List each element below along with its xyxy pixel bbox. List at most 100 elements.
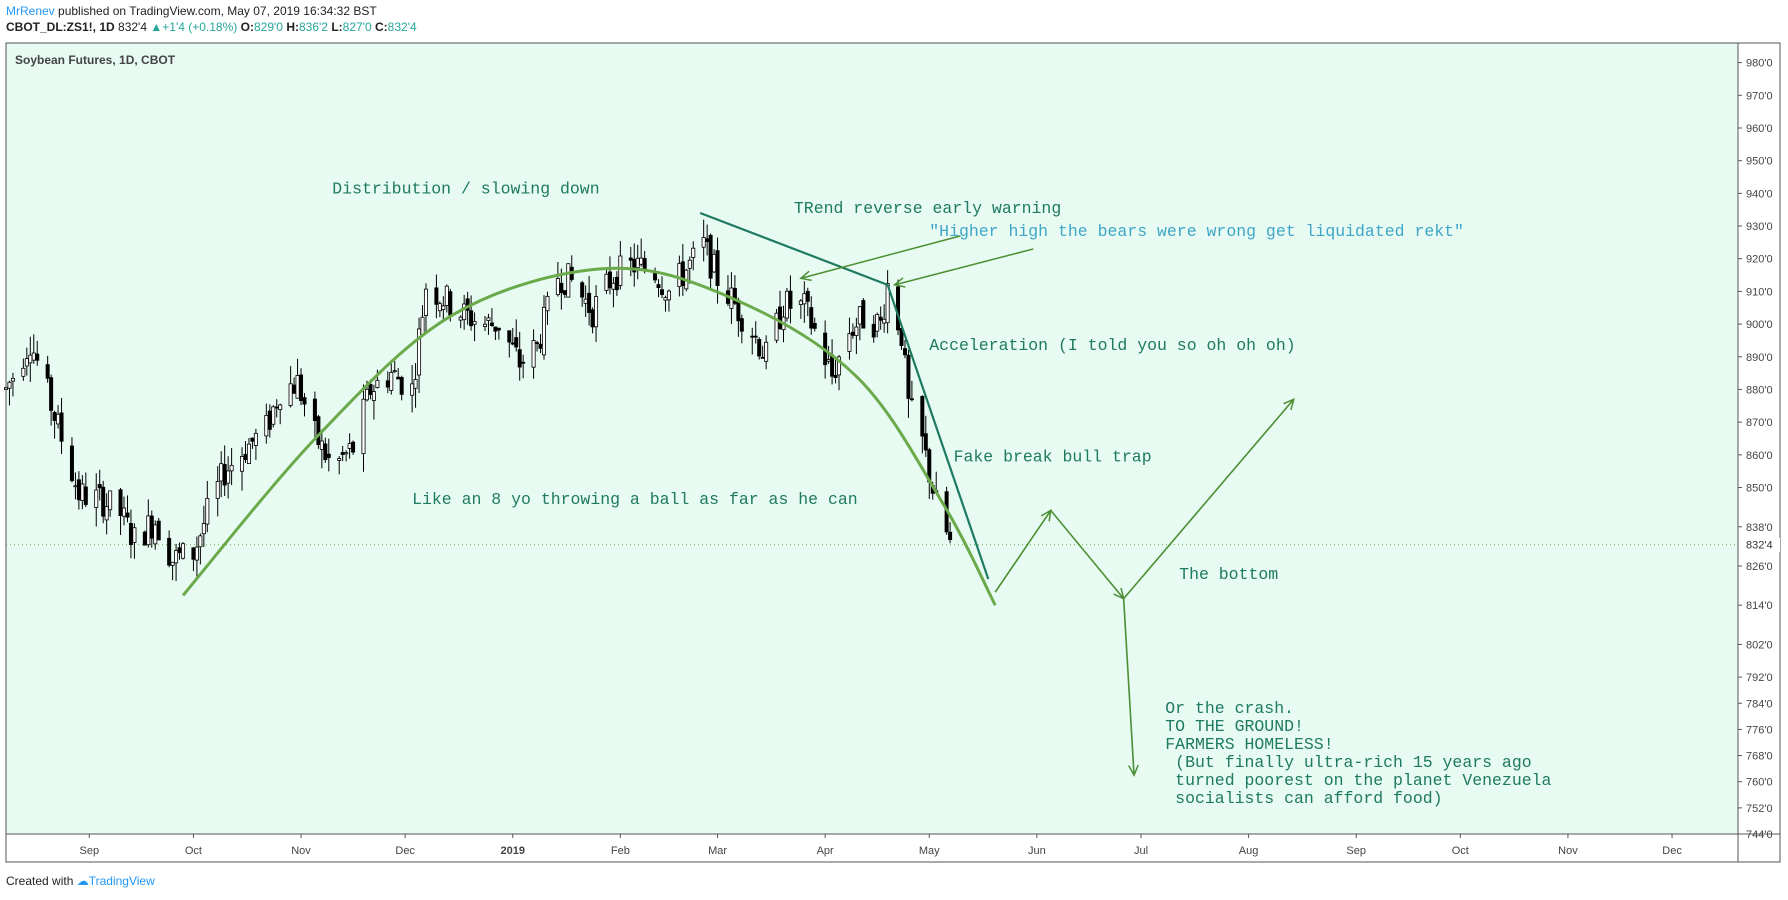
projection-path bbox=[994, 398, 1295, 600]
ohlc-close-key: C: bbox=[375, 20, 388, 34]
time-tick-label: Dec bbox=[395, 845, 415, 857]
candle-body bbox=[104, 506, 109, 521]
candle-body bbox=[604, 273, 609, 291]
candle-body bbox=[125, 512, 130, 518]
candle-body bbox=[368, 383, 373, 395]
price-tick-label: 940'0 bbox=[1746, 188, 1773, 200]
candle-body bbox=[31, 352, 36, 361]
candle-body bbox=[191, 547, 196, 560]
candle-body bbox=[437, 303, 442, 312]
candle-body bbox=[205, 498, 210, 525]
annotation-text: Distribution / slowing down bbox=[332, 179, 599, 198]
candle-body bbox=[482, 323, 487, 327]
candle-body bbox=[663, 297, 668, 301]
price-tick-label: 826'0 bbox=[1746, 561, 1773, 573]
candle-body bbox=[24, 358, 29, 367]
ohlc-low-key: L: bbox=[331, 20, 343, 34]
candle-body bbox=[635, 257, 640, 268]
candle-body bbox=[871, 323, 876, 338]
candle-body bbox=[76, 479, 81, 501]
candle-body bbox=[149, 515, 154, 539]
candle-body bbox=[222, 464, 227, 486]
candle-body bbox=[788, 290, 793, 309]
last-price-label-bg bbox=[1740, 537, 1780, 552]
candle-body bbox=[69, 445, 74, 482]
time-tick-label: Dec bbox=[1662, 845, 1682, 857]
candle-body bbox=[580, 282, 585, 298]
candle-body bbox=[902, 348, 907, 356]
candle-body bbox=[351, 441, 356, 453]
candle-body bbox=[101, 486, 106, 517]
price-tick-label: 880'0 bbox=[1746, 384, 1773, 396]
price-tick-label: 920'0 bbox=[1746, 254, 1773, 266]
plot-background[interactable] bbox=[6, 43, 1738, 834]
candle-body bbox=[764, 341, 769, 362]
candle-body bbox=[271, 406, 276, 425]
annotation-line: socialists can afford food) bbox=[1165, 789, 1442, 808]
candle-body bbox=[885, 283, 890, 324]
candle-body bbox=[389, 372, 394, 391]
candle-body bbox=[541, 306, 546, 356]
candle-body bbox=[590, 309, 595, 328]
candle-body bbox=[587, 292, 592, 313]
candle-body bbox=[448, 291, 453, 316]
annotation-line: Or the crash. bbox=[1165, 699, 1294, 718]
time-tick-label: Feb bbox=[611, 845, 630, 857]
candle-body bbox=[312, 398, 317, 421]
candle-body bbox=[250, 437, 255, 442]
candle-body bbox=[142, 531, 147, 546]
candle-body bbox=[167, 537, 172, 566]
candle-body bbox=[399, 377, 404, 395]
annotation-text: "Higher high the bears were wrong get li… bbox=[929, 222, 1464, 241]
candle-body bbox=[760, 356, 765, 359]
candle-body bbox=[798, 300, 803, 305]
candle-body bbox=[80, 483, 85, 501]
candle-body bbox=[278, 404, 283, 411]
symbol-name: CBOT_DL:ZS1!, 1D bbox=[6, 20, 115, 34]
candle-body bbox=[705, 238, 710, 242]
candle-body bbox=[122, 507, 127, 517]
last-price-label: 832'4 bbox=[1746, 540, 1773, 552]
time-tick-label: Apr bbox=[817, 845, 834, 857]
crash-path bbox=[1122, 598, 1135, 776]
price-tick-label: 744'0 bbox=[1746, 829, 1773, 841]
candle-body bbox=[240, 456, 245, 472]
price-tick-label: 960'0 bbox=[1746, 123, 1773, 135]
author-link[interactable]: MrRenev bbox=[6, 4, 55, 18]
price-tick-label: 890'0 bbox=[1746, 352, 1773, 364]
annotation-arrow bbox=[800, 235, 961, 280]
candle-body bbox=[45, 364, 50, 379]
price-tick-label: 860'0 bbox=[1746, 450, 1773, 462]
candle-body bbox=[264, 414, 269, 437]
candle-body bbox=[594, 296, 599, 328]
candle-body bbox=[656, 284, 661, 288]
price-tick-label: 802'0 bbox=[1746, 639, 1773, 651]
annotation-text: Acceleration (I told you so oh oh oh) bbox=[929, 336, 1295, 355]
candle-body bbox=[347, 443, 352, 449]
candle-body bbox=[628, 257, 633, 261]
tradingview-brand[interactable]: TradingView bbox=[88, 874, 155, 888]
candle-body bbox=[413, 379, 418, 389]
time-tick-label: Nov bbox=[1558, 845, 1578, 857]
candle-body bbox=[83, 486, 88, 505]
candle-body bbox=[472, 321, 477, 325]
candle-body bbox=[812, 322, 817, 329]
candle-body bbox=[660, 289, 665, 295]
candle-body bbox=[299, 374, 304, 402]
time-tick-label: Oct bbox=[1452, 845, 1469, 857]
candle-body bbox=[875, 314, 880, 332]
candle-body bbox=[809, 307, 814, 329]
candle-body bbox=[52, 411, 57, 421]
ohlc-low-value: 827'0 bbox=[342, 20, 372, 34]
candle-body bbox=[108, 490, 113, 511]
candle-body bbox=[750, 335, 755, 338]
parabolic-arc-curve bbox=[181, 266, 997, 606]
candle-body bbox=[677, 263, 682, 288]
candle-body bbox=[288, 383, 293, 406]
candle-body bbox=[607, 271, 612, 289]
candle-body bbox=[708, 234, 713, 279]
price-tick-label: 776'0 bbox=[1746, 724, 1773, 736]
annotation-text: The bottom bbox=[1179, 565, 1278, 584]
annotation-line: turned poorest on the planet Venezuela bbox=[1165, 771, 1551, 790]
